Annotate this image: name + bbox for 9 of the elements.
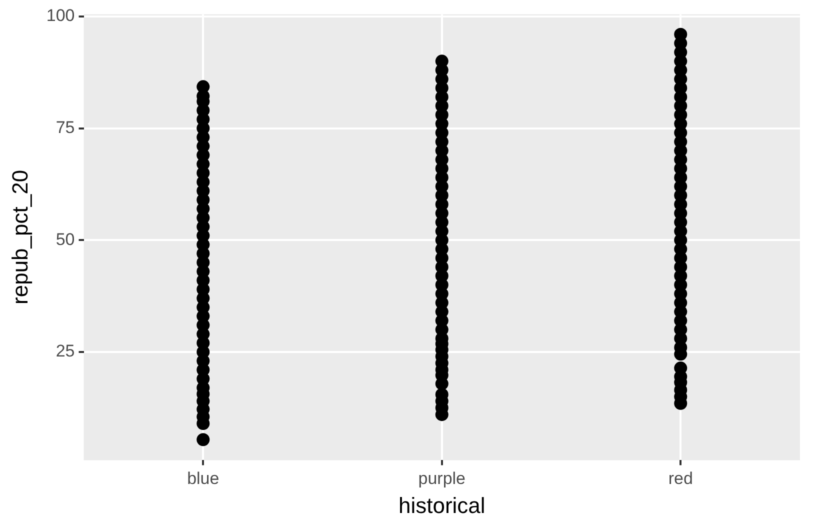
x-axis-title: historical xyxy=(398,492,486,518)
x-tick-label: blue xyxy=(187,469,220,488)
x-tick-label: purple xyxy=(418,469,466,488)
y-axis-title: repub_pct_20 xyxy=(7,170,32,304)
x-tick-label: red xyxy=(668,469,693,488)
y-tick-label: 75 xyxy=(56,118,75,137)
y-tick-label: 25 xyxy=(56,342,75,361)
y-tick-label: 100 xyxy=(46,6,75,26)
y-tick-label: 50 xyxy=(56,230,75,249)
